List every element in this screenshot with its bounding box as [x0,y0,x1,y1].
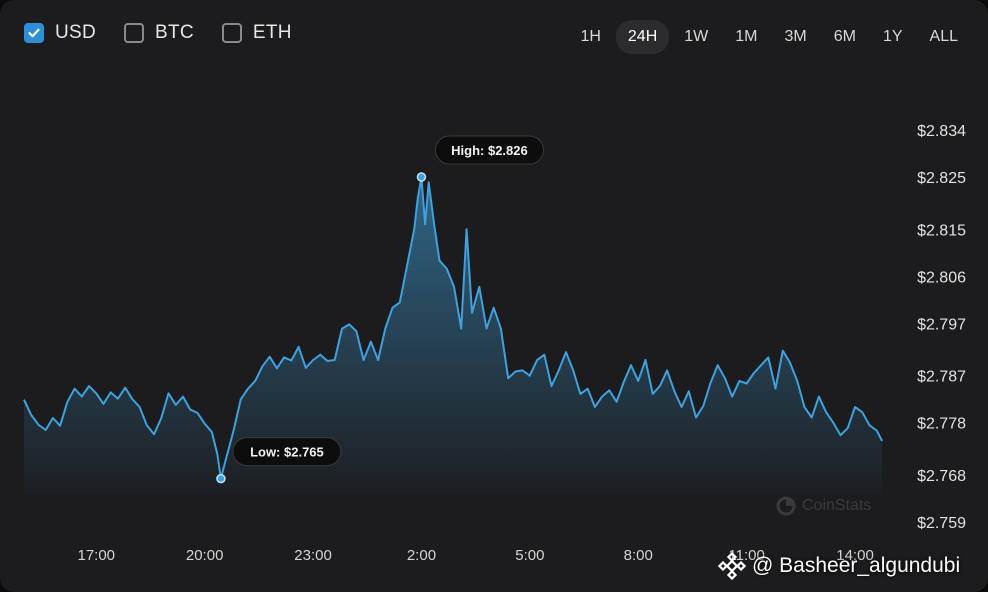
low-point-marker [216,473,226,484]
low-label-pill [232,437,342,467]
y-tick-label: $2.768 [917,468,966,485]
annotations: High: $2.826 Low: $2.765 [216,135,544,484]
checkbox-checked-icon[interactable] [24,23,44,43]
binance-logo-icon [718,552,746,580]
currency-label: USD [55,22,97,43]
time-range-selector: 1H 24H 1W 1M 3M 6M 1Y ALL [565,20,970,54]
y-tick-label: $2.806 [917,269,966,286]
y-tick-label: $2.834 [917,123,966,140]
x-axis-labels: 17:00 20:00 23:00 2:00 5:00 8:00 11:00 14:00 [77,547,873,564]
range-1m[interactable]: 1M [735,28,758,45]
y-tick-label: $2.797 [917,316,966,333]
y-tick-label: $2.759 [917,515,966,532]
x-tick-label: 20:00 [186,547,224,564]
currency-toggle-eth[interactable]: ETH [221,22,292,44]
y-axis-labels: $2.834 $2.825 $2.815 $2.806 $2.797 $2.787 $2.7… [917,123,966,532]
range-1w[interactable]: 1W [684,28,709,45]
x-tick-label: 11:00 [728,547,764,564]
watermark-text: @ Basheer_algundubi [752,554,961,577]
x-tick-label: 2:00 [407,547,436,564]
y-tick-label: $2.787 [917,369,966,386]
range-24h[interactable]: 24H [615,20,670,54]
y-tick-label: $2.825 [917,170,966,187]
coinstats-label: CoinStats [802,497,872,514]
x-tick-label: 14:00 [836,547,874,564]
range-1y[interactable]: 1Y [882,28,903,45]
currency-toggles: USD BTC ETH [24,22,320,44]
currency-toggle-usd[interactable]: USD [24,22,96,44]
y-tick-label: $2.778 [917,416,966,433]
coinstats-brand: CoinStats [776,496,871,516]
currency-label: ETH [252,22,292,43]
price-area [24,177,883,494]
y-tick-label: $2.815 [917,222,966,239]
range-6m[interactable]: 6M [833,28,856,45]
checkbox-unchecked-icon[interactable] [221,23,242,43]
high-label: High: $2.826 [451,143,528,158]
currency-toggle-btc[interactable]: BTC [124,22,194,44]
x-tick-label: 17:00 [77,547,115,564]
low-label: Low: $2.765 [250,445,324,460]
watermark: @ Basheer_algundubi [718,552,960,580]
coinstats-logo-icon [776,496,796,516]
high-point-marker [416,172,427,182]
x-tick-label: 5:00 [515,547,544,564]
x-tick-label: 8:00 [624,547,653,564]
high-label-pill [434,135,544,165]
price-line [23,176,883,480]
checkbox-unchecked-icon[interactable] [124,23,145,43]
range-3m[interactable]: 3M [784,28,807,45]
range-all[interactable]: ALL [929,28,958,45]
currency-label: BTC [155,22,194,43]
range-1h[interactable]: 1H [580,28,601,45]
x-tick-label: 23:00 [294,547,332,564]
